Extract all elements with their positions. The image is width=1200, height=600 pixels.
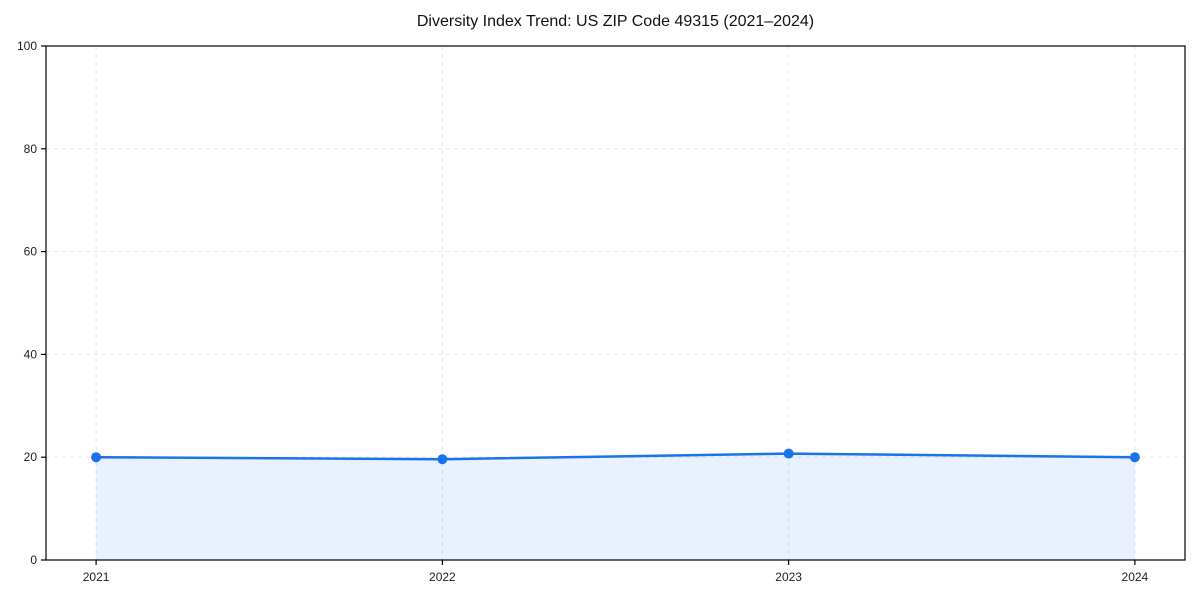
x-tick-label: 2022 [429,570,456,584]
axes-spines [45,45,1186,561]
data-point [437,454,448,465]
trend-line [94,452,1137,461]
y-tick-label: 100 [17,39,37,53]
x-tick-label: 2021 [83,570,110,584]
x-tick-label: 2024 [1122,570,1149,584]
y-tick-label: 40 [24,347,38,361]
data-point [1129,452,1140,463]
data-point [91,452,102,463]
chart-title: Diversity Index Trend: US ZIP Code 49315… [416,13,815,30]
y-tick-label: 60 [24,245,38,259]
data-point [783,448,794,459]
area-fill [96,453,1135,560]
x-tick-label: 2023 [775,570,802,584]
y-tick-label: 20 [24,450,38,464]
y-tick-label: 0 [30,553,37,567]
y-tick-label: 80 [24,142,38,156]
